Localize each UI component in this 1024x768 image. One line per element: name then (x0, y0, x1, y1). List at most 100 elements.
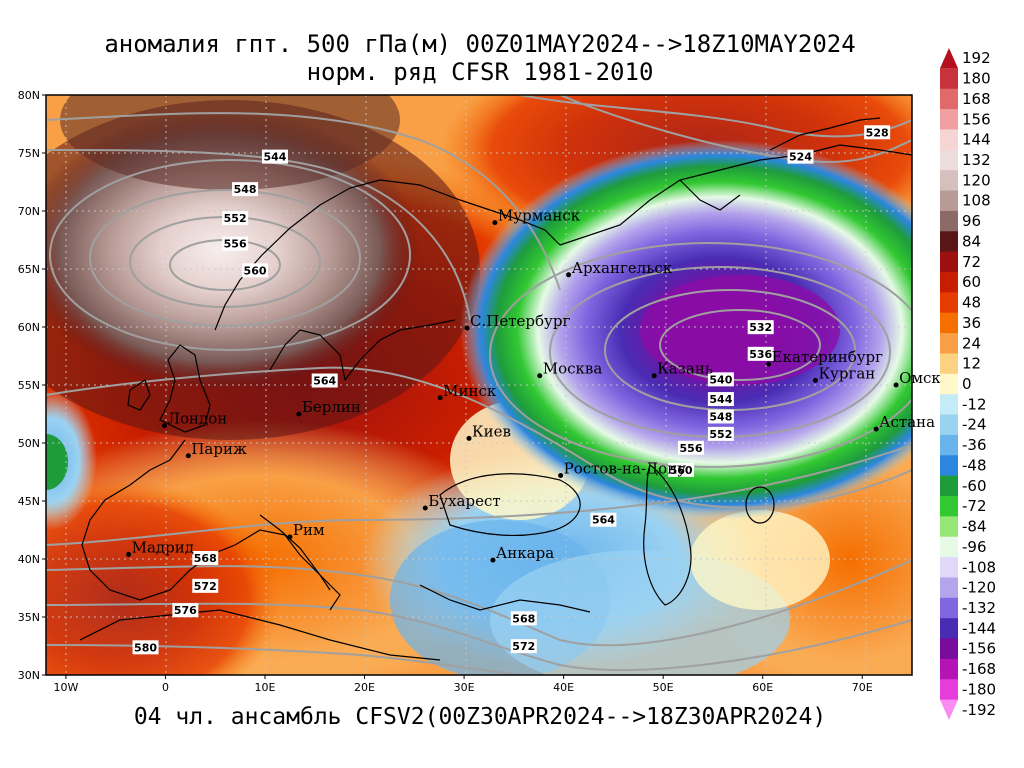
city-marker: Бухарест (422, 492, 501, 511)
city-label: С.Петербург (470, 312, 570, 330)
contour-label-text: 528 (866, 126, 889, 139)
contour-label: 580 (132, 640, 159, 655)
city-dot (422, 505, 428, 511)
city-dot (437, 395, 443, 401)
contour-label-text: 524 (789, 151, 812, 164)
contour-label-box (510, 611, 537, 626)
lat-tick-label: 30N (18, 669, 40, 682)
contour-label-box (707, 409, 734, 424)
colorbar-label: 168 (962, 90, 991, 108)
contour-label-box (590, 512, 617, 527)
contour-label-box (222, 211, 249, 226)
city-marker: Анкара (490, 544, 554, 563)
contour-label-box (747, 320, 774, 335)
lon-tick-label: 70E (852, 681, 873, 694)
city-marker: Берлин (296, 398, 361, 417)
colorbar-label: 84 (962, 232, 981, 250)
colorbar-label: -180 (962, 680, 996, 698)
colorbar-swatch (940, 312, 958, 334)
colorbar-swatch (940, 272, 958, 293)
contour-label-text: 560 (244, 264, 267, 277)
colorbar-swatch (940, 516, 958, 538)
colorbar-label: -144 (962, 619, 996, 637)
colorbar-swatch (940, 353, 958, 375)
colorbar-swatch (940, 597, 958, 619)
city-label: Киев (472, 422, 511, 440)
contour-label-text: 576 (174, 604, 197, 617)
contour-label-text: 544 (263, 151, 286, 164)
lat-tick-label: 35N (18, 611, 40, 624)
city-label: Минск (443, 382, 497, 400)
contour-label-box (132, 640, 159, 655)
city-label: Лондон (167, 410, 227, 428)
colorbar-swatch (940, 251, 958, 273)
contour-label-text: 552 (709, 428, 732, 441)
contour-label: 524 (787, 149, 814, 164)
map-subtitle: норм. ряд CFSR 1981-2010 (306, 58, 654, 86)
colorbar-swatch (940, 496, 958, 517)
city-label: Рим (293, 521, 325, 539)
colorbar-swatch (940, 455, 958, 477)
contour-label-text: 556 (224, 238, 247, 251)
city-dot (287, 534, 293, 540)
city-marker: Казань (651, 360, 713, 379)
lon-tick-label: 50E (653, 681, 674, 694)
city-marker: Киев (466, 422, 511, 441)
city-dot (537, 373, 543, 379)
contour-label-box (678, 440, 705, 455)
contour-label: 560 (242, 263, 269, 278)
lat-tick-label: 50N (18, 437, 40, 450)
city-dot (558, 472, 564, 478)
longitude-axis: 10W 0 10E 20E 30E 40E 50E 60E 70E (53, 675, 873, 694)
city-label: Астана (879, 413, 935, 431)
colorbar-label: 120 (962, 171, 991, 189)
contour-label: 540 (707, 372, 734, 387)
colorbar-label: -192 (962, 701, 996, 719)
city-label: Омск (899, 369, 941, 387)
colorbar-label: -84 (962, 518, 987, 536)
city-label: Анкара (496, 544, 554, 562)
contour-label-box (707, 372, 734, 387)
colorbar-swatch (940, 679, 958, 701)
contour-label-text: 548 (709, 410, 732, 423)
colorbar-swatch (940, 577, 958, 599)
city-marker: Мадрид (126, 538, 194, 557)
contour-label: 544 (707, 392, 734, 407)
colorbar-label: -72 (962, 497, 987, 515)
colorbar-label: 12 (962, 355, 981, 373)
city-dot (161, 423, 167, 429)
contour-labels: 528 524 544 548 552 556 560 564 532 536 540 544 548 5… (132, 125, 891, 655)
coastlines (79, 117, 912, 661)
colorbar-swatch (940, 170, 958, 192)
contour-label-text: 544 (709, 393, 732, 406)
colorbar-label: 108 (962, 192, 991, 210)
colorbar-label: 24 (962, 334, 981, 352)
colorbar-swatch (940, 434, 958, 456)
city-label: Мурманск (498, 207, 581, 225)
lat-tick-label: 55N (18, 379, 40, 392)
lat-tick-label: 70N (18, 205, 40, 218)
colorbar-label: -132 (962, 599, 996, 617)
colorbar-swatch (940, 394, 958, 416)
city-dot (812, 377, 818, 383)
city-label: Екатеринбург (772, 348, 883, 366)
contour-label-box (787, 149, 814, 164)
colorbar-swatch (940, 68, 958, 90)
colorbar-swatch (940, 638, 958, 660)
colorbar-label: 156 (962, 110, 991, 128)
city-marker: С.Петербург (464, 312, 570, 331)
lat-tick-label: 75N (18, 147, 40, 160)
colorbar-swatch (940, 658, 958, 680)
contour-label-text: 532 (749, 321, 772, 334)
lat-tick-label: 80N (18, 89, 40, 102)
contour-label-box (311, 373, 338, 388)
colorbar-label: 144 (962, 131, 991, 149)
city-dot (766, 361, 772, 367)
contour-label: 532 (747, 320, 774, 335)
colorbar-swatch (940, 475, 958, 497)
city-dot (296, 411, 302, 417)
city-label: Ростов-на-Дону (564, 459, 687, 477)
colorbar-label: 180 (962, 70, 991, 88)
contour-label: 556 (678, 440, 705, 455)
